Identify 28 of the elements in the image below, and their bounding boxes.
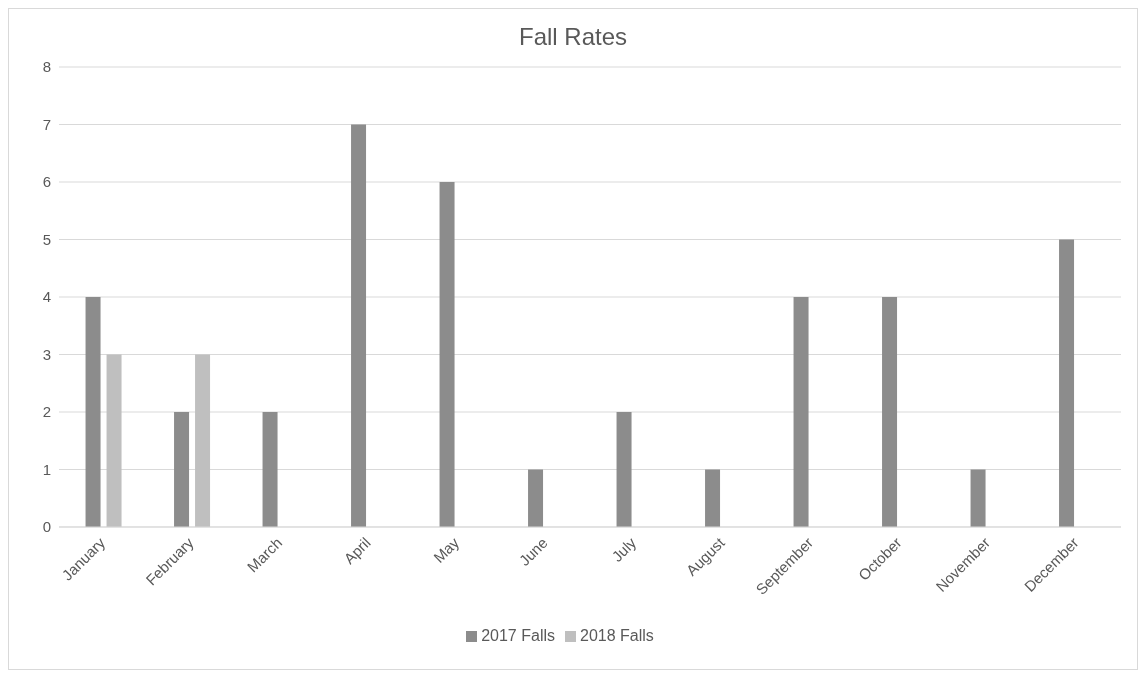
y-tick-label: 4 <box>42 288 51 306</box>
y-tick-label: 7 <box>42 115 51 133</box>
bar <box>528 469 544 527</box>
y-tick-label: 5 <box>42 230 51 248</box>
bar <box>616 412 632 527</box>
bar <box>1059 239 1075 527</box>
x-tick-label: May <box>430 533 463 566</box>
bar <box>351 124 367 527</box>
chart-title: Fall Rates <box>517 22 628 52</box>
legend-label: 2017 Falls <box>481 627 555 644</box>
bar <box>106 354 122 527</box>
bar <box>85 297 101 527</box>
bar <box>970 469 986 527</box>
bar <box>793 297 809 527</box>
bar <box>174 412 190 527</box>
y-tick-label: 6 <box>42 173 51 191</box>
bar <box>882 297 898 527</box>
bar <box>705 469 721 527</box>
y-tick-label: 3 <box>42 345 51 363</box>
y-tick-label: 8 <box>42 58 51 76</box>
y-tick-label: 2 <box>42 403 51 421</box>
bar <box>262 412 278 527</box>
legend-label: 2018 Falls <box>580 627 654 644</box>
y-tick-label: 1 <box>42 460 51 478</box>
x-tick-label: July <box>608 533 640 565</box>
bar <box>439 182 455 527</box>
y-tick-label: 0 <box>42 518 51 536</box>
bar <box>195 354 211 527</box>
